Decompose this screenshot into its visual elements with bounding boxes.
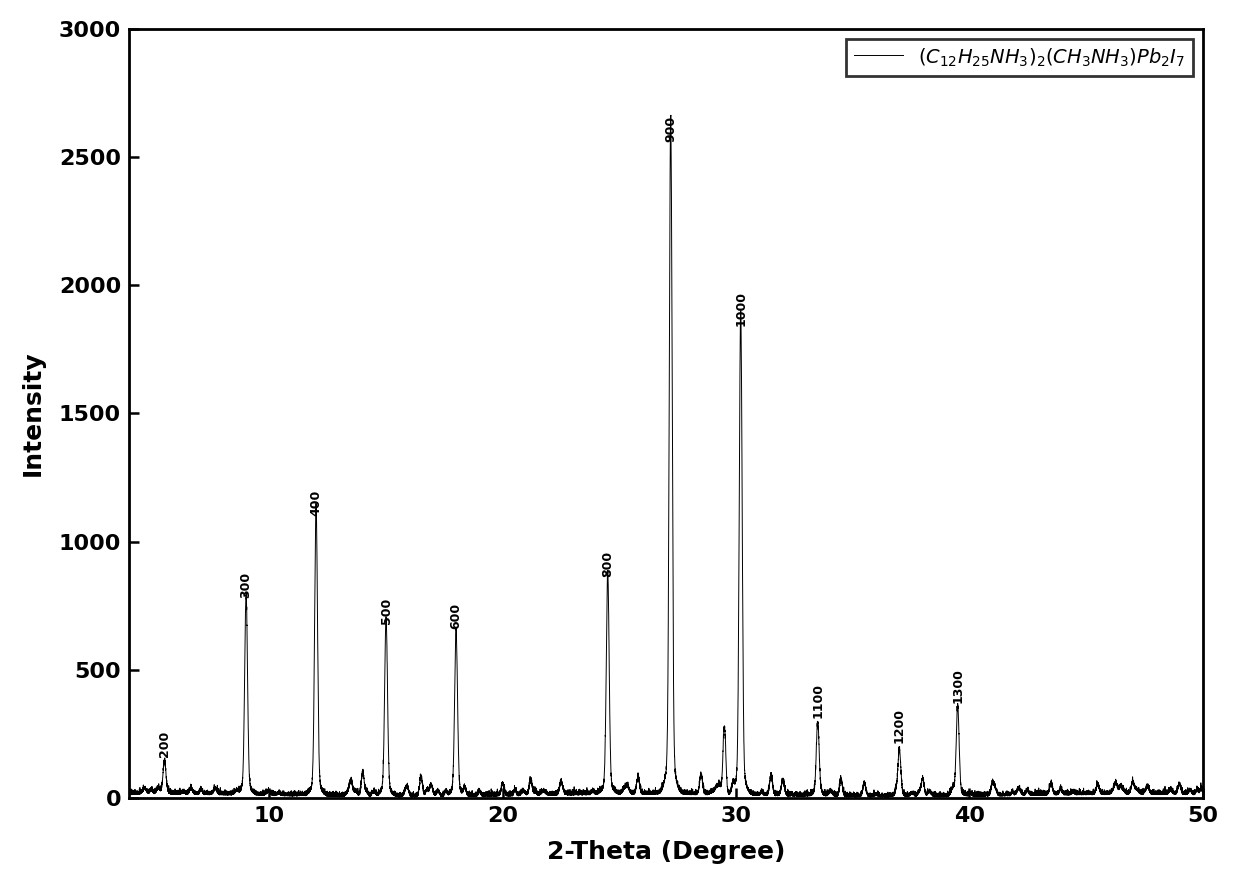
Text: 400: 400 [310,489,322,516]
Text: 500: 500 [379,597,393,624]
X-axis label: 2-Theta (Degree): 2-Theta (Degree) [546,840,786,864]
Line: $(C_{12}H_{25}NH_3)_2(CH_3NH_3)Pb_2I_7$: $(C_{12}H_{25}NH_3)_2(CH_3NH_3)Pb_2I_7$ [129,115,1203,797]
$(C_{12}H_{25}NH_3)_2(CH_3NH_3)Pb_2I_7$ [629,774,644,785]
$(C_{12}H_{25}NH_3)_2(CH_3NH_3)Pb_2I_7$ [121,787,136,797]
$(C_{12}H_{25}NH_3)_2(CH_3NH_3)Pb_2I_7$ [1196,787,1211,797]
$(C_{12}H_{25}NH_3)_2(CH_3NH_3)Pb_2I_7$ [1126,778,1141,789]
Text: 600: 600 [450,603,462,628]
$(C_{12}H_{25}NH_3)_2(CH_3NH_3)Pb_2I_7$ [389,789,404,800]
Text: 1300: 1300 [952,668,964,703]
Text: 1200: 1200 [893,708,906,743]
$(C_{12}H_{25}NH_3)_2(CH_3NH_3)Pb_2I_7$ [771,789,786,800]
Legend: $(C_{12}H_{25}NH_3)_2(CH_3NH_3)Pb_2I_7$: $(C_{12}H_{25}NH_3)_2(CH_3NH_3)Pb_2I_7$ [846,39,1193,76]
$(C_{12}H_{25}NH_3)_2(CH_3NH_3)Pb_2I_7$ [812,726,826,736]
$(C_{12}H_{25}NH_3)_2(CH_3NH_3)Pb_2I_7$ [663,110,678,120]
Text: 200: 200 [157,731,171,757]
Text: 900: 900 [664,116,678,142]
Text: 800: 800 [601,551,615,578]
$(C_{12}H_{25}NH_3)_2(CH_3NH_3)Pb_2I_7$ [405,792,420,803]
Y-axis label: Intensity: Intensity [21,350,45,476]
Text: 1000: 1000 [735,291,747,327]
Text: 300: 300 [239,572,253,598]
$(C_{12}H_{25}NH_3)_2(CH_3NH_3)Pb_2I_7$ [891,760,906,771]
Text: 1100: 1100 [812,683,824,719]
